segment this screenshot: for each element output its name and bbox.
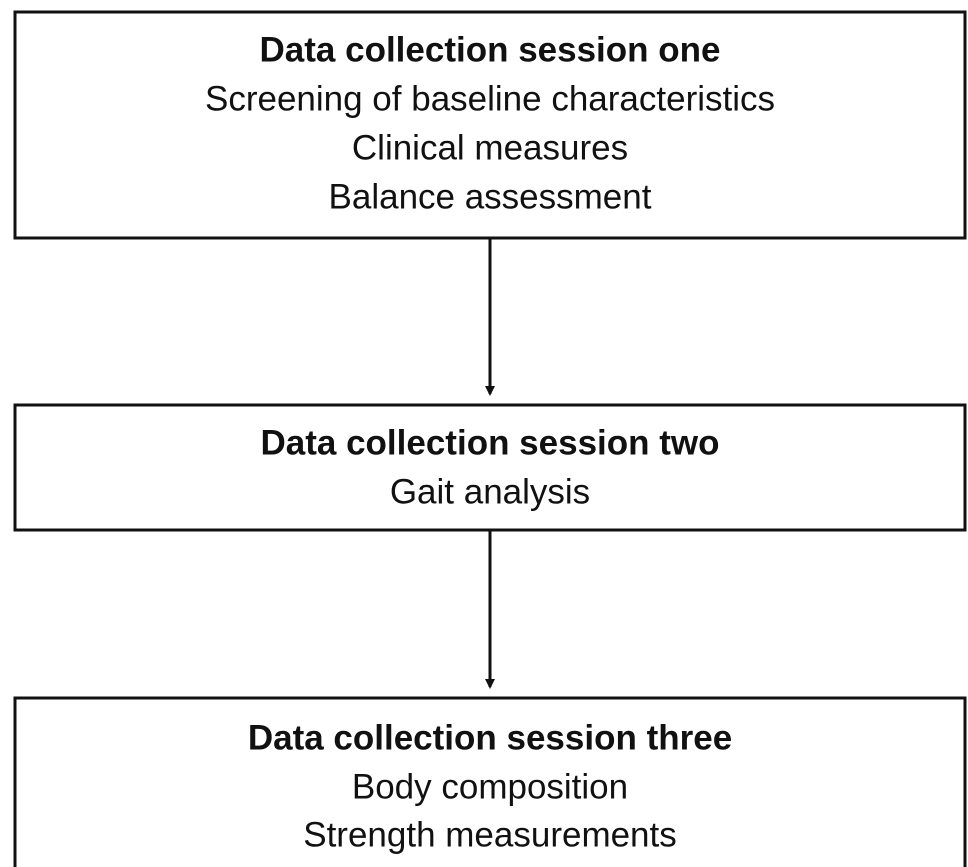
node-title: Data collection session two <box>261 423 720 462</box>
node-title: Data collection session three <box>248 718 732 757</box>
node-line: Balance assessment <box>329 177 652 216</box>
node-line: Body composition <box>352 767 628 806</box>
node-title: Data collection session one <box>260 30 721 69</box>
node-line: Gait analysis <box>390 472 590 511</box>
box <box>13 10 967 240</box>
box <box>13 403 967 532</box>
box <box>13 696 967 867</box>
node-line: Clinical measures <box>352 128 628 167</box>
node-line: Strength measurements <box>303 815 677 854</box>
node-line: Screening of baseline characteristics <box>205 79 775 118</box>
